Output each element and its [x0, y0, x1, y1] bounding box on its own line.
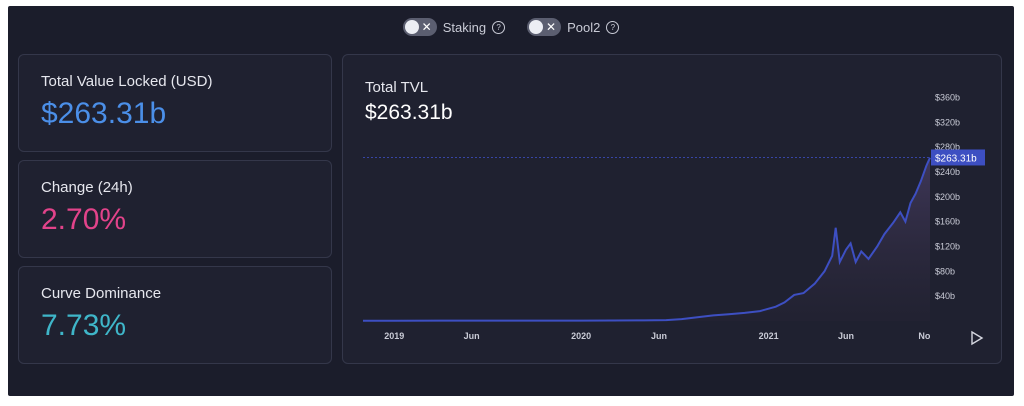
dominance-value: 7.73%: [41, 309, 127, 342]
tvl-value: $263.31b: [41, 97, 167, 130]
y-tick-label: $120b: [935, 241, 960, 251]
dashboard-panel: ✕ Staking ? ✕ Pool2 ? Total Value Locked…: [8, 6, 1014, 396]
change-label: Change (24h): [41, 179, 133, 196]
y-tick-label: $360b: [935, 92, 960, 102]
dominance-card: Curve Dominance 7.73%: [18, 266, 332, 364]
change-card: Change (24h) 2.70%: [18, 160, 332, 258]
x-tick-label: 2020: [571, 331, 591, 341]
toggle-knob: [529, 20, 544, 34]
close-icon: ✕: [421, 20, 432, 34]
tvl-chart-card: Total TVL $263.31b $40b $80b $120b $160b $20…: [342, 54, 1002, 364]
tvl-chart[interactable]: $40b $80b $120b $160b $200b $240b $280b $320b $3…: [343, 55, 1001, 363]
x-tick-label: 2021: [759, 331, 779, 341]
pool2-label: Pool2: [567, 19, 601, 35]
toggle-knob: [404, 20, 419, 34]
help-icon[interactable]: ?: [606, 20, 620, 34]
tvl-label: Total Value Locked (USD): [41, 73, 213, 90]
x-tick-label: No: [918, 331, 930, 341]
y-tick-label: $40b: [935, 291, 955, 301]
x-tick-label: 2019: [384, 331, 404, 341]
staking-label: Staking: [442, 19, 487, 35]
x-tick-label: Jun: [464, 331, 480, 341]
tvl-series-line: [363, 157, 931, 322]
current-value-label: $263.31b: [935, 153, 977, 164]
dominance-label: Curve Dominance: [41, 285, 162, 302]
pool2-toggle[interactable]: ✕: [527, 18, 562, 36]
y-tick-label: $320b: [935, 117, 960, 127]
y-tick-label: $240b: [935, 167, 960, 177]
y-tick-label: $80b: [935, 266, 955, 276]
change-value: 2.70%: [41, 203, 127, 236]
tvl-card: Total Value Locked (USD) $263.31b: [18, 54, 332, 152]
y-tick-label: $280b: [935, 142, 960, 152]
current-value-label-bg: [931, 149, 985, 166]
toggle-bar: ✕ Staking ? ✕ Pool2 ?: [8, 18, 1014, 36]
x-tick-label: Jun: [838, 331, 854, 341]
x-tick-label: Jun: [651, 331, 667, 341]
help-icon[interactable]: ?: [492, 20, 506, 34]
staking-toggle-group: ✕ Staking ?: [402, 18, 506, 36]
tvl-area: [363, 157, 930, 321]
chart-value: $263.31b: [365, 101, 453, 124]
pool2-toggle-group: ✕ Pool2 ?: [527, 18, 620, 36]
close-icon: ✕: [546, 20, 557, 34]
y-tick-label: $160b: [935, 217, 960, 227]
chart-title: Total TVL: [365, 79, 429, 96]
play-icon[interactable]: [971, 330, 984, 346]
staking-toggle[interactable]: ✕: [402, 18, 437, 36]
y-tick-label: $200b: [935, 192, 960, 202]
